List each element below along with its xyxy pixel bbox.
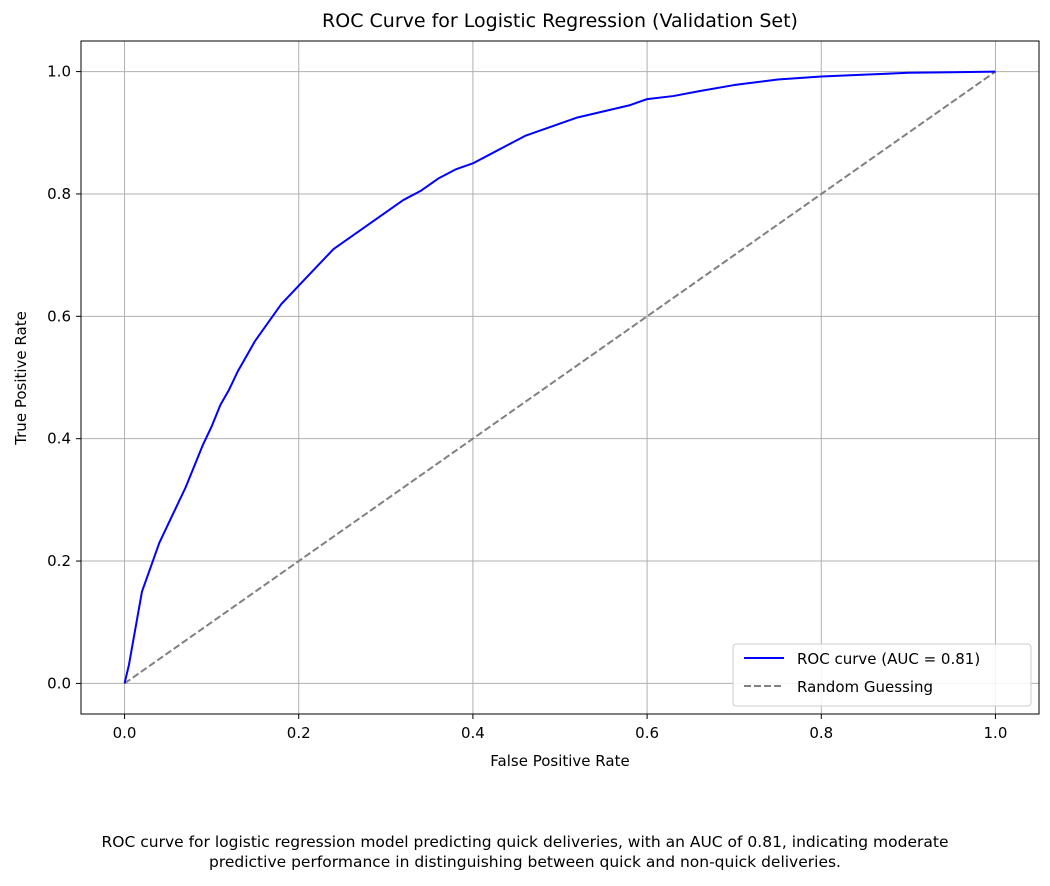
- x-tick-label: 0.2: [287, 724, 311, 742]
- roc-curve-line: [123, 70, 996, 684]
- roc-series: [123, 70, 996, 684]
- roc-chart: ROC Curve for Logistic Regression (Valid…: [12, 10, 1040, 770]
- x-tick-label: 0.0: [113, 724, 137, 742]
- legend-box: [732, 643, 1032, 707]
- random-guessing-line: [123, 70, 997, 685]
- grid-lines: [81, 41, 1039, 714]
- chart-title: ROC Curve for Logistic Regression (Valid…: [322, 10, 798, 32]
- x-axis-ticks: 0.0 0.2 0.4 0.6 0.8 1.0: [113, 714, 1008, 742]
- caption-line-2: predictive performance in distinguishing…: [208, 853, 841, 871]
- diagonal-series: [123, 70, 997, 685]
- x-tick-label: 0.4: [461, 724, 485, 742]
- y-tick-label: 0.8: [47, 185, 71, 203]
- figure-caption: ROC curve for logistic regression model …: [0, 832, 1050, 872]
- y-axis-ticks: 0.0 0.2 0.4 0.6 0.8 1.0: [47, 63, 81, 692]
- x-tick-label: 1.0: [984, 724, 1008, 742]
- legend-label-random: Random Guessing: [797, 678, 933, 696]
- y-tick-label: 0.6: [47, 307, 71, 325]
- x-tick-label: 0.6: [635, 724, 659, 742]
- legend-label-roc: ROC curve (AUC = 0.81): [797, 650, 980, 668]
- y-tick-label: 0.0: [47, 674, 71, 692]
- plot-frame: [80, 40, 1040, 715]
- y-tick-label: 0.4: [47, 430, 71, 448]
- legend: ROC curve (AUC = 0.81) Random Guessing: [732, 643, 1032, 707]
- x-axis-label: False Positive Rate: [490, 752, 629, 770]
- y-tick-label: 0.2: [47, 552, 71, 570]
- y-tick-label: 1.0: [47, 63, 71, 81]
- caption-line-1: ROC curve for logistic regression model …: [101, 833, 949, 851]
- y-axis-label: True Positive Rate: [12, 311, 30, 446]
- x-tick-label: 0.8: [809, 724, 833, 742]
